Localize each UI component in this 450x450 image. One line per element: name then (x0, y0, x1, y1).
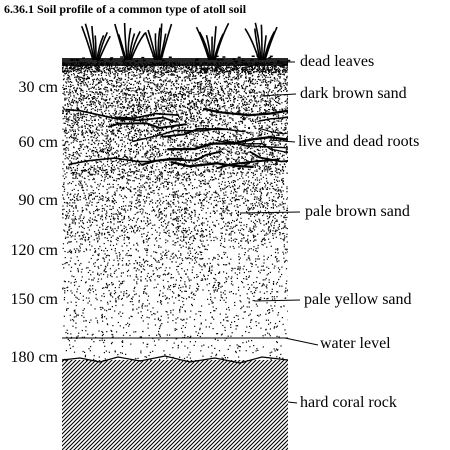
sand-stipple (62, 62, 288, 362)
grass-tufts-icon (62, 22, 291, 66)
depth-marker-180: 180 cm (10, 349, 58, 366)
depth-marker-150: 150 cm (10, 291, 58, 308)
depth-marker-30: 30 cm (18, 79, 58, 96)
roots-drawing (65, 107, 288, 170)
layer-label-pale-yellow-sand: pale yellow sand (304, 291, 412, 308)
layer-label-coral-rock: hard coral rock (300, 394, 397, 411)
depth-marker-60: 60 cm (18, 134, 58, 151)
figure-title: 6.36.1 Soil profile of a common type of … (4, 2, 247, 16)
layer-label-water-level: water level (320, 335, 391, 352)
depth-marker-90: 90 cm (18, 192, 58, 209)
layer-label-dark-brown-sand: dark brown sand (300, 85, 407, 102)
layer-label-roots: live and dead roots (298, 133, 420, 150)
label-leader-lines (239, 61, 319, 404)
depth-marker-120: 120 cm (10, 242, 58, 259)
coral-rock-block (61, 355, 289, 450)
layer-label-pale-brown-sand: pale brown sand (305, 203, 410, 220)
layer-label-dead-leaves: dead leaves (300, 53, 375, 70)
